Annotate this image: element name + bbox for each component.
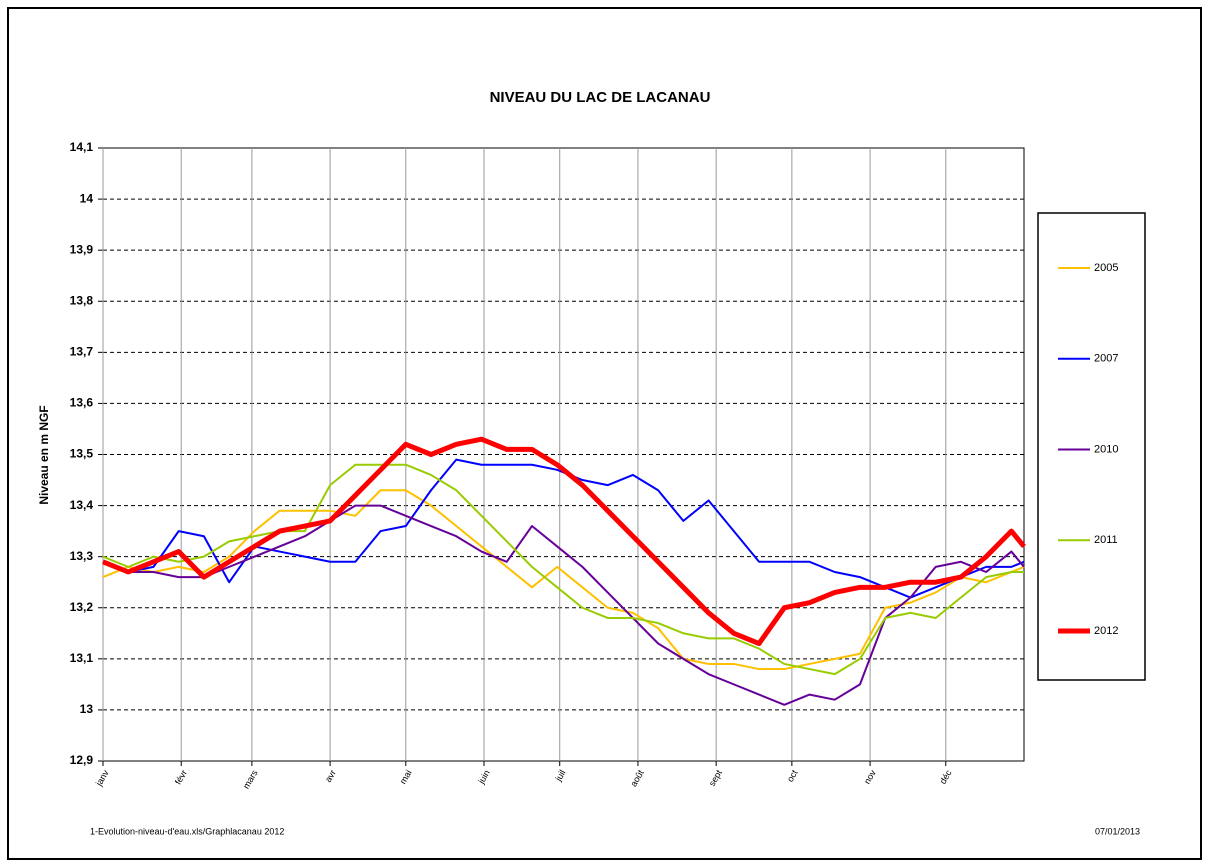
series-line	[102, 436, 1026, 647]
y-tick-label: 14	[80, 191, 94, 205]
y-tick-label: 14,1	[70, 140, 94, 154]
series-line	[102, 463, 1024, 676]
plot-area	[102, 147, 1025, 762]
legend-label: 2011	[1094, 534, 1118, 546]
x-tick-label: mars	[241, 768, 260, 791]
frame	[7, 7, 1202, 860]
y-axis-label: Niveau en m NGF	[37, 405, 51, 504]
y-tick-label: 13,9	[70, 242, 94, 256]
legend-label: 2005	[1094, 262, 1118, 274]
legend-label: 2010	[1094, 443, 1118, 455]
x-tick-label: oct	[785, 768, 800, 784]
x-tick-label: nov	[862, 768, 878, 786]
y-tick-label: 13,4	[70, 498, 94, 512]
x-tick-label: déc	[938, 768, 954, 786]
y-tick-label: 13,3	[70, 549, 94, 563]
x-tick-label: juil	[553, 768, 568, 783]
y-tick-label: 13,1	[70, 651, 94, 665]
legend-label: 2012	[1094, 625, 1118, 637]
y-tick-label: 12,9	[70, 753, 94, 767]
x-tick-label: mai	[398, 768, 414, 786]
x-tick-label: août	[628, 768, 646, 789]
y-tick-label: 13,7	[70, 345, 94, 359]
y-tick-label: 13	[80, 702, 94, 716]
footer-left: 1-Evolution-niveau-d'eau.xls/Graphlacana…	[90, 826, 284, 836]
y-tick-label: 13,8	[70, 293, 94, 307]
y-tick-label: 13,2	[70, 600, 94, 614]
footer-right: 07/01/2013	[1095, 826, 1140, 836]
y-tick-label: 13,5	[70, 447, 94, 461]
series-line	[102, 504, 1025, 706]
legend-label: 2007	[1094, 353, 1118, 365]
x-tick-label: janv	[93, 768, 111, 789]
chart-title: NIVEAU DU LAC DE LACANAU	[490, 89, 711, 106]
y-tick-label: 13,6	[70, 396, 94, 410]
x-tick-label: févr	[173, 768, 189, 786]
series-line	[102, 489, 1025, 671]
x-tick-label: juin	[476, 768, 492, 786]
x-tick-label: avr	[323, 768, 338, 784]
legend-box	[1037, 212, 1146, 681]
x-tick-label: sept	[707, 768, 724, 788]
